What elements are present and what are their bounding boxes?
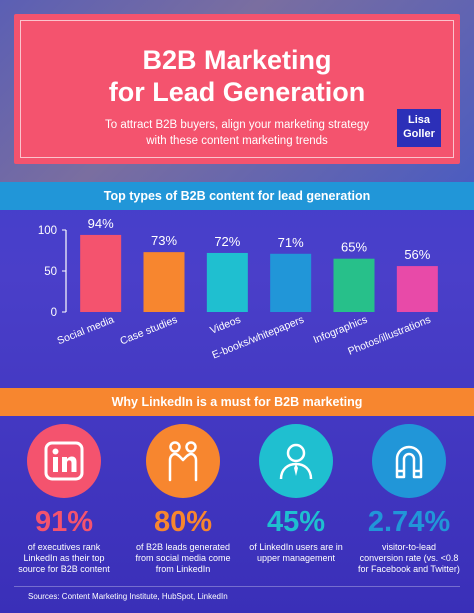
page-subtitle: To attract B2B buyers, align your market… xyxy=(74,117,400,149)
data-label: 71% xyxy=(278,235,304,250)
category-label: Videos xyxy=(208,314,242,337)
logo-line-2: Goller xyxy=(403,128,435,140)
desc-line: LinkedIn as their top xyxy=(23,553,105,563)
section-header-content-types: Top types of B2B content for lead genera… xyxy=(0,182,474,210)
stat-executives: 91% of executives rank LinkedIn as their… xyxy=(9,424,119,575)
desc-line: upper management xyxy=(256,553,336,563)
bar-5 xyxy=(333,258,375,312)
footer-divider xyxy=(14,586,460,587)
stat-value: 91% xyxy=(34,506,94,538)
magnet-icon xyxy=(372,424,446,498)
bar-chart: 0 50 100 94% Social media 73% Case studies 72% V… xyxy=(38,216,438,362)
category-label: Case studies xyxy=(118,314,179,348)
desc-line: conversion rate (vs. <0.8 xyxy=(359,553,459,563)
stat-description: visitor-to-lead conversion rate (vs. <0.… xyxy=(354,542,464,575)
user-icon xyxy=(259,424,333,498)
stat-leads: 80% of B2B leads generated from social m… xyxy=(128,424,238,575)
desc-line: from LinkedIn xyxy=(155,564,211,574)
stat-management: 45% of LinkedIn users are in upper manag… xyxy=(241,424,351,564)
sources-footnote: Sources: Content Marketing Institute, Hu… xyxy=(28,592,228,601)
stat-value: 45% xyxy=(266,506,326,538)
desc-line: of LinkedIn users are in xyxy=(249,542,343,552)
brand-logo: Lisa Goller xyxy=(397,109,441,147)
data-label: 65% xyxy=(341,240,367,255)
data-label: 73% xyxy=(151,233,177,248)
stat-conversion: 2.74% visitor-to-lead conversion rate (v… xyxy=(354,424,464,575)
category-label: Social media xyxy=(56,314,116,348)
page-title: B2B Marketing for Lead Generation xyxy=(14,44,460,108)
stats-row: 91% of executives rank LinkedIn as their… xyxy=(0,424,474,584)
hero-frame xyxy=(20,20,454,158)
stat-value: 2.74% xyxy=(367,506,451,538)
y-tick-label: 50 xyxy=(44,266,57,278)
desc-line: for Facebook and Twitter) xyxy=(358,564,460,574)
bar-4 xyxy=(270,253,312,312)
stat-description: of executives rank LinkedIn as their top… xyxy=(9,542,119,575)
stat-description: of LinkedIn users are in upper managemen… xyxy=(241,542,351,564)
y-tick-label: 0 xyxy=(51,307,57,319)
bar-1 xyxy=(80,234,122,312)
desc-line: source for B2B content xyxy=(18,564,110,574)
desc-line: from social media come xyxy=(135,553,231,563)
handshake-icon xyxy=(146,424,220,498)
bar-6 xyxy=(396,266,438,312)
stat-description: of B2B leads generated from social media… xyxy=(128,542,238,575)
desc-line: visitor-to-lead xyxy=(381,542,437,552)
y-tick-label: 100 xyxy=(38,225,57,237)
stat-value: 80% xyxy=(153,506,213,538)
data-label: 72% xyxy=(214,234,240,249)
subtitle-line-1: To attract B2B buyers, align your market… xyxy=(105,119,369,131)
linkedin-icon xyxy=(27,424,101,498)
section-header-linkedin: Why LinkedIn is a must for B2B marketing xyxy=(0,388,474,416)
title-line-1: B2B Marketing xyxy=(142,45,332,75)
hero-banner: B2B Marketing for Lead Generation To att… xyxy=(14,14,460,164)
bar-3 xyxy=(206,252,248,312)
bar-2 xyxy=(143,252,185,312)
subtitle-line-2: with these content marketing trends xyxy=(146,135,328,147)
logo-line-1: Lisa xyxy=(407,114,430,126)
desc-line: of executives rank xyxy=(27,542,101,552)
data-label: 56% xyxy=(404,247,430,262)
data-label: 94% xyxy=(88,216,114,231)
desc-line: of B2B leads generated xyxy=(135,542,231,552)
title-line-2: for Lead Generation xyxy=(108,77,366,107)
